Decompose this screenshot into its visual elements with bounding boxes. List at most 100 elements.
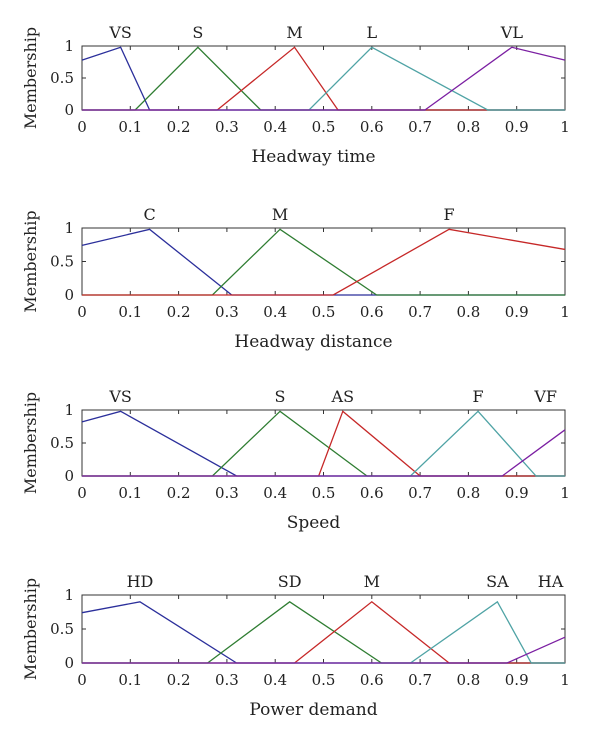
x-tick-label: 0.2: [167, 303, 191, 321]
x-tick-label: 0: [77, 303, 87, 321]
x-tick-label: 0.5: [312, 484, 336, 502]
series-label-f: F: [444, 205, 455, 224]
series-line-ha: [82, 636, 566, 664]
x-tick-label: 0.5: [312, 118, 336, 136]
x-tick-label: 0.4: [263, 303, 287, 321]
y-tick-label: 0: [64, 654, 74, 672]
y-axis-label: Membership: [21, 578, 40, 680]
chart-panel-4: 0 0.1 0.2 0.3 0.4 0.5 0.6 0.7 0.8 0.9 1 0 0.5 1 HD SD M S…: [21, 572, 570, 720]
series-label-as: AS: [331, 387, 355, 406]
x-tick-label: 0.2: [167, 118, 191, 136]
series-label-sa: SA: [486, 572, 509, 591]
y-tick-label: 0: [64, 286, 74, 304]
x-tick-label: 0: [77, 118, 87, 136]
x-tick-label: 0.6: [360, 118, 384, 136]
series-line-f: [82, 228, 566, 296]
series-label-ha: HA: [538, 572, 564, 591]
axes-frame: [81, 45, 566, 111]
x-axis-label: Speed: [287, 513, 341, 533]
series-label-hd: HD: [127, 572, 154, 591]
x-tick-label: 0.8: [456, 484, 480, 502]
x-tick-label: 0.1: [118, 118, 142, 136]
x-tick-label: 0.7: [408, 671, 432, 689]
x-tick-label: 0.3: [215, 484, 239, 502]
y-tick-label: 1: [64, 401, 74, 419]
series-label-vs: VS: [108, 23, 132, 42]
series-line-l: [82, 46, 565, 111]
x-tick-label: 0.4: [263, 671, 287, 689]
x-tick-label: 0.8: [456, 303, 480, 321]
y-tick-label: 0: [64, 101, 74, 119]
x-tick-label: 0.8: [456, 671, 480, 689]
x-tick-label: 0.3: [215, 671, 239, 689]
x-tick-label: 0.3: [215, 118, 239, 136]
series-label-m: M: [364, 572, 380, 591]
series-label-m: M: [272, 205, 288, 224]
series-line-m: [82, 46, 565, 111]
y-axis-label: Membership: [21, 27, 40, 129]
x-tick-label: 0.2: [167, 671, 191, 689]
series-line-hd: [81, 601, 565, 664]
series-line-vl: [82, 46, 566, 111]
y-axis-label: Membership: [21, 392, 40, 494]
x-tick-label: 0.1: [118, 671, 142, 689]
series-label-c: C: [143, 205, 155, 224]
y-tick-label: 0: [64, 467, 74, 485]
series-label-vl: VL: [500, 23, 524, 42]
x-tick-label: 0.1: [118, 303, 142, 321]
x-tick-label: 0: [77, 671, 87, 689]
series-label-l: L: [366, 23, 377, 42]
y-tick-label: 1: [64, 586, 74, 604]
x-tick-label: 0.6: [360, 484, 384, 502]
x-tick-label: 0.7: [408, 118, 432, 136]
series-line-m: [82, 228, 565, 296]
x-tick-label: 0.7: [408, 484, 432, 502]
series-label-s: S: [192, 23, 203, 42]
x-axis-label: Headway distance: [234, 332, 392, 352]
x-tick-label: 0.2: [167, 484, 191, 502]
y-tick-label: 0.5: [50, 69, 74, 87]
x-tick-label: 0.6: [360, 671, 384, 689]
chart-panel-2: 0 0.1 0.2 0.3 0.4 0.5 0.6 0.7 0.8 0.9 1 0 0.5 1 C M F Hea…: [21, 205, 570, 352]
x-tick-label: 0.4: [263, 484, 287, 502]
x-tick-label: 0.9: [505, 671, 529, 689]
series-label-sd: SD: [278, 572, 302, 591]
series-line-s: [82, 46, 565, 111]
x-tick-label: 0: [77, 484, 87, 502]
series-label-vf: VF: [533, 387, 557, 406]
axes-frame: [81, 227, 566, 296]
x-tick-label: 0.9: [505, 484, 529, 502]
x-tick-label: 0.5: [312, 671, 336, 689]
series-label-s: S: [275, 387, 286, 406]
x-tick-label: 1: [560, 484, 570, 502]
series-line-vf: [82, 429, 566, 477]
x-tick-label: 0.8: [456, 118, 480, 136]
series-label-m: M: [286, 23, 302, 42]
x-tick-label: 0.5: [312, 303, 336, 321]
x-tick-label: 0.1: [118, 484, 142, 502]
series-line-c: [81, 228, 565, 296]
x-tick-label: 1: [560, 118, 570, 136]
y-tick-label: 0.5: [50, 434, 74, 452]
y-axis-label: Membership: [21, 210, 40, 312]
x-tick-label: 0.7: [408, 303, 432, 321]
x-tick-label: 1: [560, 303, 570, 321]
x-axis-label: Power demand: [249, 700, 377, 720]
x-tick-label: 0.6: [360, 303, 384, 321]
y-tick-label: 0.5: [50, 253, 74, 271]
x-tick-label: 0.3: [215, 303, 239, 321]
x-tick-label: 0.9: [505, 303, 529, 321]
series-label-f: F: [473, 387, 484, 406]
chart-panel-3: 0 0.1 0.2 0.3 0.4 0.5 0.6 0.7 0.8 0.9 1 0 0.5 1 VS S AS F…: [21, 387, 570, 533]
series-line-s: [82, 410, 565, 477]
series-label-vs: VS: [108, 387, 132, 406]
x-tick-label: 0.4: [263, 118, 287, 136]
y-tick-label: 1: [64, 219, 74, 237]
y-tick-label: 0.5: [50, 620, 74, 638]
x-tick-label: 1: [560, 671, 570, 689]
x-axis-label: Headway time: [251, 147, 375, 167]
x-tick-label: 0.9: [505, 118, 529, 136]
chart-panel-1: 0 0.1 0.2 0.3 0.4 0.5 0.6 0.7 0.8 0.9 1 0 0.5 1 VS S M L V…: [21, 23, 570, 167]
